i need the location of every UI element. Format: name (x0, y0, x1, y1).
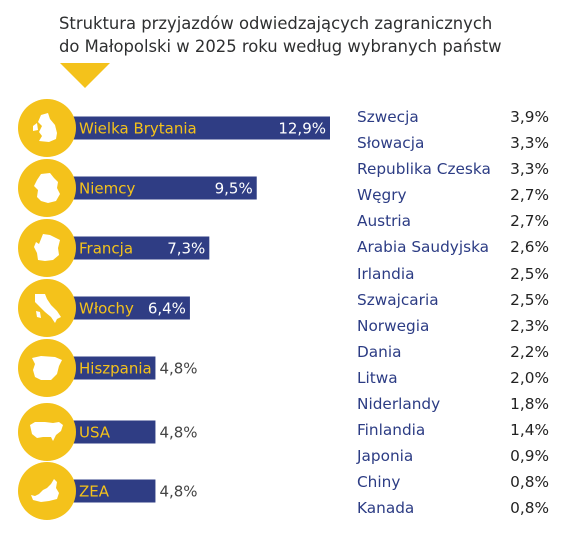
table-value: 2,5% (510, 290, 549, 309)
chart-title: Struktura przyjazdów odwiedzających zagr… (59, 12, 554, 58)
bar (52, 176, 257, 200)
table-country: Dania (357, 342, 402, 361)
chart-title-line-2: do Małopolski w 2025 roku według wybrany… (59, 37, 502, 56)
usa-map-icon (30, 422, 63, 441)
bar (52, 420, 156, 444)
triangle-marker-shape (60, 63, 110, 88)
table-value: 0,9% (510, 447, 549, 466)
table-country: Litwa (357, 368, 398, 387)
bar-label: Wielka Brytania (79, 120, 197, 138)
table-row: Litwa 2,0% (357, 365, 557, 391)
countries-table: Szwecja 3,9% Słowacja 3,3% Republika Czeska 3… (357, 104, 557, 522)
table-row: Słowacja 3,3% (357, 130, 557, 156)
table-country: Arabia Saudyjska (357, 238, 490, 257)
uae-map-icon (31, 479, 59, 502)
table-value: 2,2% (510, 342, 549, 361)
table-row: Japonia 0,9% (357, 443, 557, 469)
bar (52, 479, 156, 503)
bar-label: ZEA (79, 483, 110, 501)
chart-title-line-1: Struktura przyjazdów odwiedzających zagr… (59, 14, 493, 33)
bar-chart: Wielka Brytania 12,9% Niemcy 9,5% Francja 7,3… (18, 99, 330, 520)
uk-map-icon (33, 113, 57, 142)
germany-map-icon (34, 173, 60, 203)
bar-label: USA (79, 424, 111, 442)
table-value: 2,6% (510, 238, 549, 257)
table-country: Szwajcaria (357, 290, 439, 309)
table-row: Szwecja 3,9% (357, 104, 557, 130)
table-row: Węgry 2,7% (357, 182, 557, 208)
table-row: Austria 2,7% (357, 208, 557, 234)
table-value: 1,8% (510, 395, 549, 414)
table-row: Szwajcaria 2,5% (357, 287, 557, 313)
table-row: Republika Czeska 3,3% (357, 156, 557, 182)
table-country: Kanada (357, 499, 415, 518)
table-country: Irlandia (357, 264, 415, 283)
table-row: Dania 2,2% (357, 339, 557, 365)
table-row: Irlandia 2,5% (357, 261, 557, 287)
bar-value-label: 9,5% (215, 180, 253, 198)
table-country: Węgry (357, 186, 407, 205)
bar-value-label: 7,3% (167, 240, 205, 258)
table-value: 2,7% (510, 212, 549, 231)
table-country: Norwegia (357, 316, 430, 335)
bar (52, 116, 330, 140)
table-row: Finlandia 1,4% (357, 417, 557, 443)
bar-label: Włochy (79, 300, 134, 318)
bar-value-label: 12,9% (278, 120, 326, 138)
bar-label: Hiszpania (79, 360, 152, 378)
table-value: 0,8% (510, 499, 549, 518)
bar-value-label: 4,8% (159, 424, 197, 442)
table-row: Niderlandy 1,8% (357, 391, 557, 417)
table-country: Republika Czeska (357, 160, 491, 179)
bar-label: Francja (79, 240, 133, 258)
table-country: Szwecja (357, 108, 419, 126)
table-value: 3,9% (510, 108, 549, 126)
table-country: Chiny (357, 473, 401, 492)
table-country: Finlandia (357, 421, 426, 440)
table-row: Kanada 0,8% (357, 495, 557, 521)
table-row: Norwegia 2,3% (357, 313, 557, 339)
table-value: 3,3% (510, 134, 549, 153)
table-value: 1,4% (510, 421, 549, 440)
table-country: Austria (357, 212, 412, 231)
table-value: 2,7% (510, 186, 549, 205)
bar-label: Niemcy (79, 180, 135, 198)
bar-value-label: 4,8% (159, 483, 197, 501)
yellow-triangle-marker (60, 63, 110, 88)
table-country: Niderlandy (357, 395, 441, 414)
table-value: 2,3% (510, 316, 549, 335)
bar-value-label: 6,4% (148, 300, 186, 318)
table-value: 3,3% (510, 160, 549, 179)
table-value: 2,5% (510, 264, 549, 283)
bar-value-label: 4,8% (159, 360, 197, 378)
table-row: Arabia Saudyjska 2,6% (357, 234, 557, 260)
bar (52, 296, 190, 320)
table-value: 0,8% (510, 473, 549, 492)
table-row: Chiny 0,8% (357, 469, 557, 495)
france-map-icon (34, 234, 60, 261)
table-value: 2,0% (510, 368, 549, 387)
table-country: Słowacja (357, 134, 425, 153)
spain-map-icon (32, 356, 62, 380)
italy-map-icon (35, 294, 61, 323)
bar (52, 356, 156, 380)
bar (52, 236, 210, 260)
table-country: Japonia (357, 447, 414, 466)
